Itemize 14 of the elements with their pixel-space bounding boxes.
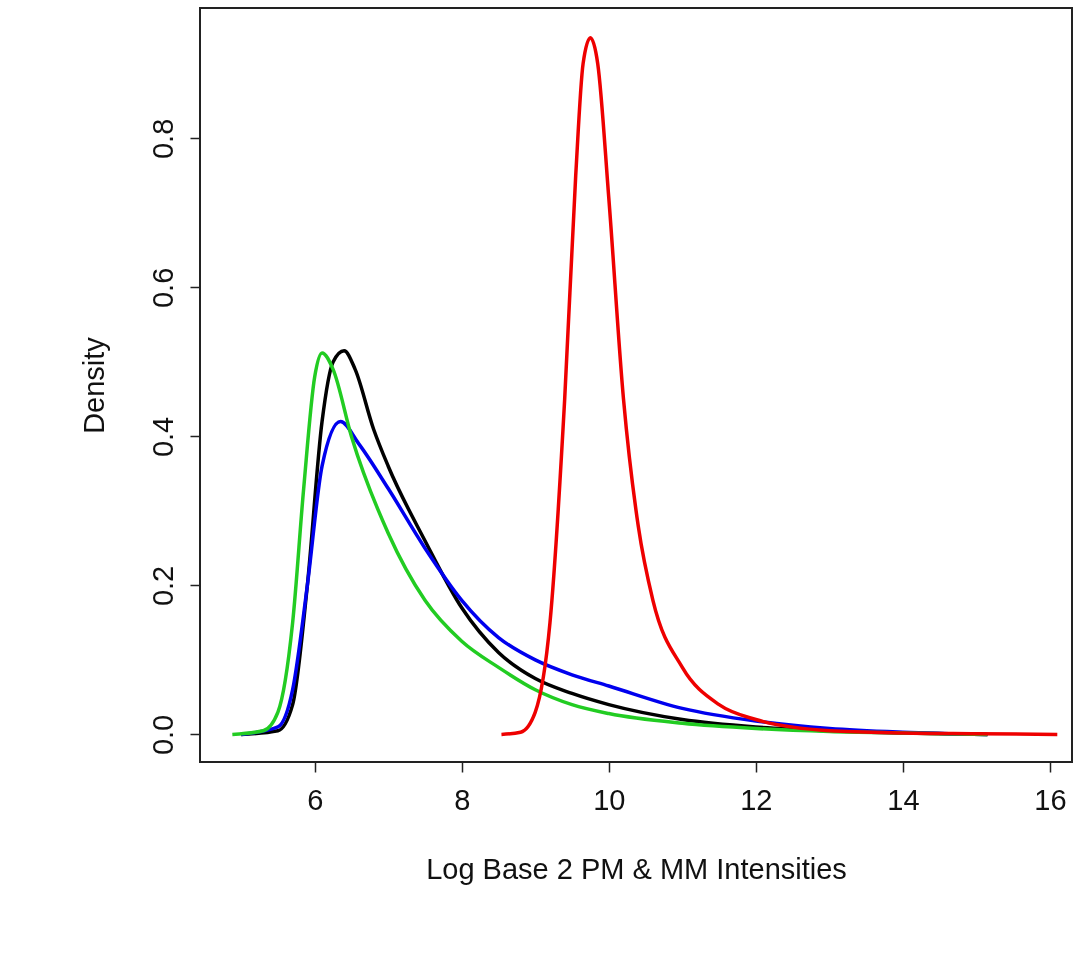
y-tick-label: 0.4	[146, 416, 179, 458]
x-tick-label: 12	[740, 783, 773, 816]
x-tick-label: 16	[1034, 783, 1067, 816]
y-tick-label: 0.6	[146, 267, 179, 309]
y-tick-label: 0.8	[146, 118, 179, 160]
y-axis-title: Density	[77, 336, 110, 434]
x-tick-label: 6	[307, 783, 324, 816]
x-tick-label: 10	[593, 783, 626, 816]
y-tick-label: 0.0	[146, 714, 179, 756]
x-tick-label: 8	[454, 783, 471, 816]
line-series	[499, 36, 1060, 737]
x-axis-title: Log Base 2 PM & MM Intensities	[426, 852, 847, 885]
y-tick-label: 0.2	[146, 565, 179, 607]
x-tick-label: 14	[887, 783, 920, 816]
